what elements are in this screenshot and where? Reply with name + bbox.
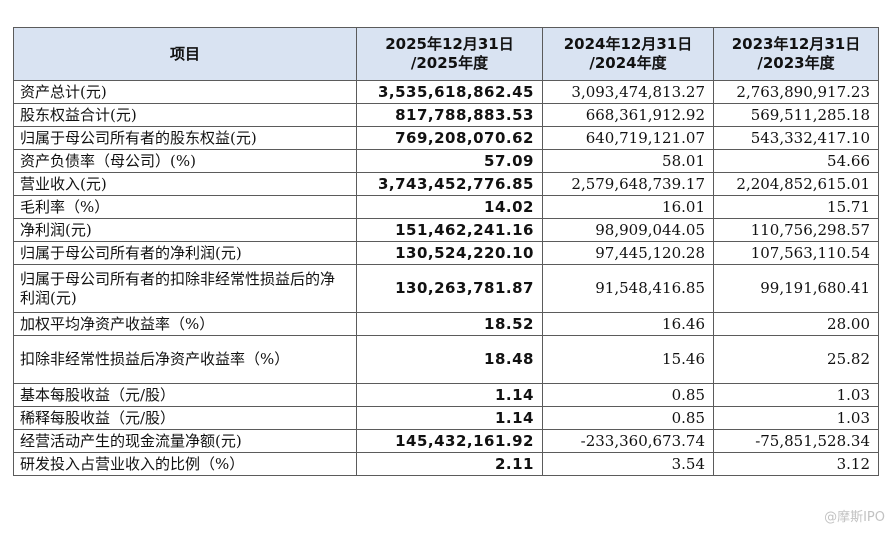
value-2024: 3,093,474,813.27 xyxy=(542,80,714,104)
table-row: 基本每股收益（元/股） 1.14 0.85 1.03 xyxy=(13,383,879,407)
value-2023: 25.82 xyxy=(713,335,879,384)
value-2024: -233,360,673.74 xyxy=(542,429,714,453)
value-2023: 99,191,680.41 xyxy=(713,264,879,313)
value-2023: 54.66 xyxy=(713,149,879,173)
value-2023: 2,204,852,615.01 xyxy=(713,172,879,196)
value-2024: 2,579,648,739.17 xyxy=(542,172,714,196)
value-2024: 0.85 xyxy=(542,406,714,430)
value-2024: 97,445,120.28 xyxy=(542,241,714,265)
value-2023: 110,756,298.57 xyxy=(713,218,879,242)
value-2024: 91,548,416.85 xyxy=(542,264,714,313)
value-2023: 107,563,110.54 xyxy=(713,241,879,265)
row-label: 加权平均净资产收益率（%） xyxy=(13,312,357,336)
header-2023-year: /2023年度 xyxy=(757,54,835,72)
row-label: 营业收入(元) xyxy=(13,172,357,196)
value-2024: 0.85 xyxy=(542,383,714,407)
row-label: 基本每股收益（元/股） xyxy=(13,383,357,407)
header-2025-date: 2025年12月31日 xyxy=(385,35,514,53)
header-2023-date: 2023年12月31日 xyxy=(731,35,861,53)
value-2024: 16.01 xyxy=(542,195,714,219)
value-2025: 151,462,241.16 xyxy=(356,218,543,242)
value-2023: 1.03 xyxy=(713,383,879,407)
row-label: 经营活动产生的现金流量净额(元) xyxy=(13,429,357,453)
table-row: 加权平均净资产收益率（%） 18.52 16.46 28.00 xyxy=(13,312,879,336)
table-row: 稀释每股收益（元/股） 1.14 0.85 1.03 xyxy=(13,406,879,430)
table-row: 股东权益合计(元) 817,788,883.53 668,361,912.92 569… xyxy=(13,103,879,127)
row-label: 归属于母公司所有者的扣除非经常性损益后的净利润(元) xyxy=(13,264,357,313)
table-row: 资产负债率（母公司）(%) 57.09 58.01 54.66 xyxy=(13,149,879,173)
row-label: 研发投入占营业收入的比例（%） xyxy=(13,452,357,476)
header-2023: 2023年12月31日 /2023年度 xyxy=(713,27,879,81)
value-2024: 640,719,121.07 xyxy=(542,126,714,150)
value-2025: 145,432,161.92 xyxy=(356,429,543,453)
value-2023: 3.12 xyxy=(713,452,879,476)
header-2024-date: 2024年12月31日 xyxy=(563,35,693,53)
row-label: 稀释每股收益（元/股） xyxy=(13,406,357,430)
table-row: 扣除非经常性损益后净资产收益率（%） 18.48 15.46 25.82 xyxy=(13,335,879,384)
row-label: 归属于母公司所有者的净利润(元) xyxy=(13,241,357,265)
value-2025: 130,524,220.10 xyxy=(356,241,543,265)
row-label: 毛利率（%） xyxy=(13,195,357,219)
header-2024: 2024年12月31日 /2024年度 xyxy=(542,27,714,81)
row-label: 扣除非经常性损益后净资产收益率（%） xyxy=(13,335,357,384)
row-label: 归属于母公司所有者的股东权益(元) xyxy=(13,126,357,150)
table-row: 经营活动产生的现金流量净额(元) 145,432,161.92 -233,360,6… xyxy=(13,429,879,453)
row-label: 股东权益合计(元) xyxy=(13,103,357,127)
header-2024-year: /2024年度 xyxy=(589,54,667,72)
value-2024: 668,361,912.92 xyxy=(542,103,714,127)
value-2025: 18.52 xyxy=(356,312,543,336)
table-row: 毛利率（%） 14.02 16.01 15.71 xyxy=(13,195,879,219)
value-2025: 1.14 xyxy=(356,406,543,430)
value-2023: 1.03 xyxy=(713,406,879,430)
table-row: 营业收入(元) 3,743,452,776.85 2,579,648,739.17 2… xyxy=(13,172,879,196)
financial-data-table: 项目 2025年12月31日 /2025年度 2024年12月31日 /2024… xyxy=(13,27,879,476)
table-row: 归属于母公司所有者的扣除非经常性损益后的净利润(元) 130,263,781.87… xyxy=(13,264,879,313)
table-row: 研发投入占营业收入的比例（%） 2.11 3.54 3.12 xyxy=(13,452,879,476)
value-2024: 58.01 xyxy=(542,149,714,173)
value-2025: 18.48 xyxy=(356,335,543,384)
table-row: 净利润(元) 151,462,241.16 98,909,044.05 110,756… xyxy=(13,218,879,242)
header-2025: 2025年12月31日 /2025年度 xyxy=(356,27,543,81)
value-2025: 14.02 xyxy=(356,195,543,219)
row-label: 资产总计(元) xyxy=(13,80,357,104)
value-2024: 16.46 xyxy=(542,312,714,336)
value-2024: 3.54 xyxy=(542,452,714,476)
table-header-row: 项目 2025年12月31日 /2025年度 2024年12月31日 /2024… xyxy=(13,27,879,81)
value-2025: 3,535,618,862.45 xyxy=(356,80,543,104)
row-label: 净利润(元) xyxy=(13,218,357,242)
value-2025: 1.14 xyxy=(356,383,543,407)
value-2025: 817,788,883.53 xyxy=(356,103,543,127)
value-2025: 3,743,452,776.85 xyxy=(356,172,543,196)
value-2025: 57.09 xyxy=(356,149,543,173)
table-row: 归属于母公司所有者的股东权益(元) 769,208,070.62 640,719,1… xyxy=(13,126,879,150)
value-2023: 15.71 xyxy=(713,195,879,219)
watermark-text: @摩斯IPO xyxy=(824,510,885,525)
header-2025-year: /2025年度 xyxy=(410,54,489,72)
value-2024: 98,909,044.05 xyxy=(542,218,714,242)
value-2025: 130,263,781.87 xyxy=(356,264,543,313)
value-2024: 15.46 xyxy=(542,335,714,384)
header-item: 项目 xyxy=(13,27,357,81)
value-2023: 2,763,890,917.23 xyxy=(713,80,879,104)
row-label: 资产负债率（母公司）(%) xyxy=(13,149,357,173)
value-2023: 569,511,285.18 xyxy=(713,103,879,127)
table-body: 资产总计(元) 3,535,618,862.45 3,093,474,813.27 2… xyxy=(13,80,879,476)
value-2023: 28.00 xyxy=(713,312,879,336)
value-2023: 543,332,417.10 xyxy=(713,126,879,150)
table-row: 归属于母公司所有者的净利润(元) 130,524,220.10 97,445,120… xyxy=(13,241,879,265)
value-2025: 769,208,070.62 xyxy=(356,126,543,150)
table-row: 资产总计(元) 3,535,618,862.45 3,093,474,813.27 2… xyxy=(13,80,879,104)
value-2023: -75,851,528.34 xyxy=(713,429,879,453)
value-2025: 2.11 xyxy=(356,452,543,476)
